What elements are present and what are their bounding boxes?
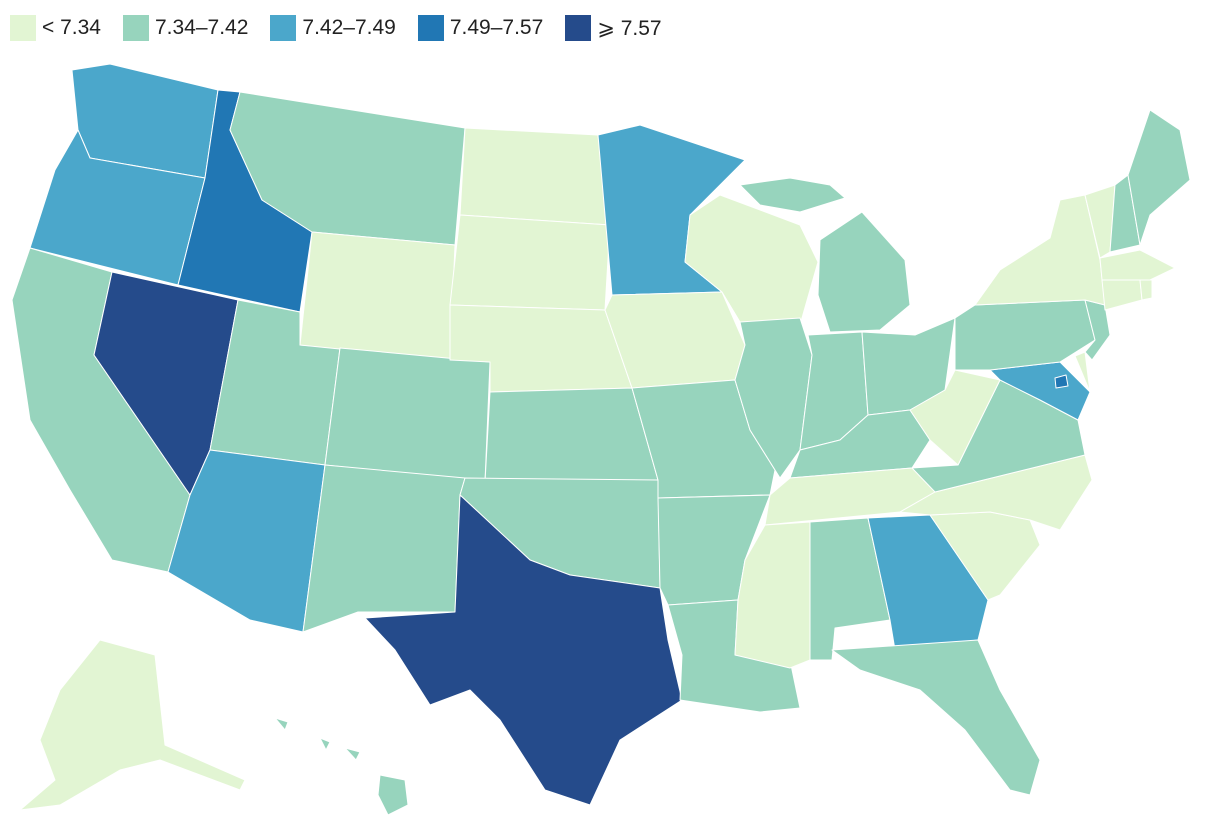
state-nm[interactable]	[302, 464, 466, 633]
state-me[interactable]	[1127, 109, 1191, 246]
legend-label-bin-1: < 7.34	[42, 16, 101, 39]
state-de[interactable]	[1074, 351, 1091, 393]
legend-item-bin-3: 7.42–7.49	[270, 15, 396, 41]
legend-swatch-bin-1	[10, 15, 36, 41]
legend-item-bin-1: < 7.34	[10, 15, 101, 41]
state-ct[interactable]	[1101, 279, 1143, 311]
state-mi[interactable]	[739, 177, 911, 333]
legend-item-bin-4: 7.49–7.57	[417, 15, 544, 41]
state-pa[interactable]	[954, 299, 1096, 371]
state-ks[interactable]	[484, 387, 659, 483]
state-nd[interactable]	[459, 127, 611, 226]
legend-item-bin-5: ⩾ 7.57	[565, 15, 662, 41]
state-tx[interactable]	[364, 494, 683, 806]
legend-label-bin-2: 7.34–7.42	[154, 16, 249, 39]
legend-item-bin-2: 7.34–7.42	[122, 15, 249, 41]
states-layer	[11, 63, 1191, 816]
state-dc[interactable]	[1054, 374, 1069, 389]
map-legend: < 7.34 7.34–7.42 7.42–7.49 7.49–7.57 ⩾ 7…	[10, 12, 684, 44]
state-ak[interactable]	[19, 639, 246, 811]
state-il[interactable]	[734, 317, 813, 479]
legend-swatch-bin-2	[122, 15, 149, 41]
state-ri[interactable]	[1139, 279, 1153, 301]
state-wy[interactable]	[299, 231, 456, 361]
state-fl[interactable]	[831, 639, 1041, 796]
legend-swatch-bin-3	[270, 15, 297, 41]
legend-label-bin-4: 7.49–7.57	[449, 16, 544, 39]
legend-label-bin-3: 7.42–7.49	[302, 16, 396, 39]
state-ny[interactable]	[974, 194, 1106, 306]
state-hi[interactable]	[274, 717, 409, 816]
state-co[interactable]	[324, 347, 491, 483]
legend-swatch-bin-4	[417, 15, 444, 41]
legend-swatch-bin-5	[565, 15, 592, 41]
state-ma[interactable]	[1099, 249, 1176, 281]
legend-label-bin-5: ⩾ 7.57	[597, 16, 662, 40]
state-sd[interactable]	[449, 214, 611, 311]
